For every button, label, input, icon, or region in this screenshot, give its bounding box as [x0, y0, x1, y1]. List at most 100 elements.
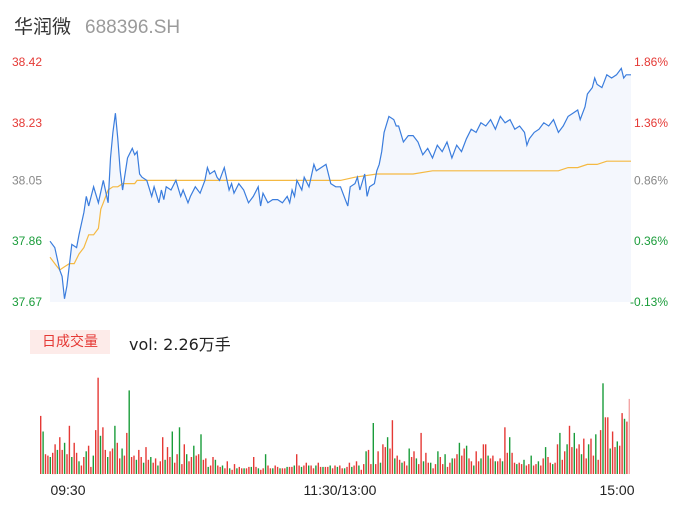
volume-bar — [114, 425, 116, 474]
volume-bar — [267, 465, 269, 474]
volume-bar — [202, 459, 205, 474]
volume-bar — [434, 464, 437, 474]
volume-bar — [212, 457, 214, 474]
volume-bar — [109, 451, 111, 474]
volume-bar — [135, 459, 138, 474]
volume-bar — [492, 455, 494, 474]
volume-bar — [394, 458, 396, 474]
volume-bar — [286, 466, 288, 474]
volume-bar — [547, 457, 549, 474]
volume-bar — [224, 468, 226, 474]
volume-bar — [520, 464, 523, 474]
volume-bar — [145, 447, 147, 474]
volume-bar — [626, 421, 628, 474]
volume-bar — [111, 448, 114, 474]
volume-bar — [451, 458, 453, 474]
volume-bar — [511, 452, 513, 475]
pct-tick-label: 0.86% — [634, 173, 668, 187]
volume-bar — [40, 415, 42, 474]
volume-bar — [568, 425, 571, 474]
volume-bar — [449, 462, 451, 474]
volume-bar — [406, 465, 408, 474]
y-tick-label: 37.86 — [12, 234, 42, 248]
y-tick-label: 37.67 — [12, 295, 42, 309]
volume-bar — [422, 461, 425, 475]
volume-bar — [66, 454, 68, 474]
volume-bar — [255, 466, 257, 474]
pct-tick-label: 1.86% — [634, 55, 668, 69]
volume-bar — [611, 431, 614, 474]
volume-bar — [597, 459, 599, 474]
volume-bar — [236, 468, 238, 474]
volume-bar — [518, 462, 520, 474]
volume-bar — [279, 468, 281, 474]
volume-bar — [73, 442, 75, 474]
volume-bar — [75, 452, 78, 475]
volume-bar — [587, 444, 590, 475]
volume-bar — [59, 437, 61, 474]
volume-bar — [243, 468, 245, 474]
volume-bar — [482, 444, 485, 475]
volume-bar — [193, 445, 195, 474]
volume-bar — [327, 466, 329, 474]
price-line — [49, 67, 631, 299]
volume-bar — [233, 464, 236, 474]
volume-bar — [571, 447, 573, 474]
volume-bar — [607, 417, 609, 474]
price-area — [50, 68, 631, 303]
volume-bar — [229, 468, 231, 474]
volume-bar — [130, 457, 133, 474]
volume-bar — [164, 459, 166, 474]
volume-bar — [532, 465, 535, 474]
volume-bar — [152, 462, 154, 474]
volume-bar — [324, 466, 327, 474]
volume-bar — [420, 432, 422, 474]
volume-bar — [171, 431, 173, 474]
volume-bar — [331, 468, 334, 474]
pct-tick-label: 0.36% — [634, 234, 668, 248]
volume-bar — [221, 465, 224, 474]
volume-label: vol: 2.26万手 — [129, 335, 231, 354]
volume-bar — [580, 454, 583, 474]
volume-bar — [609, 448, 611, 474]
volume-tab[interactable]: 日成交量 — [30, 330, 110, 354]
x-tick-label: 11:30/13:00 — [304, 482, 377, 498]
volume-bar — [217, 465, 219, 474]
volume-bar — [336, 466, 339, 474]
volume-bar — [83, 457, 85, 474]
volume-bar — [602, 383, 604, 474]
volume-bar — [49, 457, 51, 474]
volume-bar — [116, 442, 118, 474]
volume-bar — [47, 455, 49, 474]
volume-bar — [102, 427, 104, 475]
volume-bar — [477, 461, 480, 475]
volume-bar — [104, 449, 106, 474]
stock-header: 华润微 688396.SH — [14, 12, 180, 40]
volume-bar — [169, 457, 171, 474]
volume-bar — [90, 466, 92, 474]
volume-bar — [312, 468, 315, 474]
volume-bar — [578, 444, 580, 475]
volume-bar — [367, 449, 370, 474]
volume-bar — [485, 444, 487, 475]
volume-bar — [542, 458, 544, 474]
pct-tick-label: -0.13% — [630, 295, 668, 309]
volume-bar — [140, 457, 142, 474]
volume-bar — [446, 466, 449, 474]
volume-bar — [176, 454, 178, 474]
volume-bar — [284, 468, 286, 474]
volume-bar — [559, 432, 561, 474]
volume-bar — [439, 457, 441, 474]
volume-bar — [121, 448, 123, 474]
volume-bar — [470, 461, 473, 475]
volume-bar — [475, 451, 477, 474]
volume-bar — [408, 448, 410, 474]
volume-bar — [437, 451, 439, 474]
volume-bar — [63, 442, 66, 474]
volume-bar — [413, 451, 415, 474]
volume-bar — [516, 464, 518, 474]
y-tick-label: 38.42 — [12, 55, 42, 69]
volume-bar — [360, 469, 362, 475]
volume-bar — [379, 462, 382, 474]
volume-bar — [300, 466, 303, 474]
